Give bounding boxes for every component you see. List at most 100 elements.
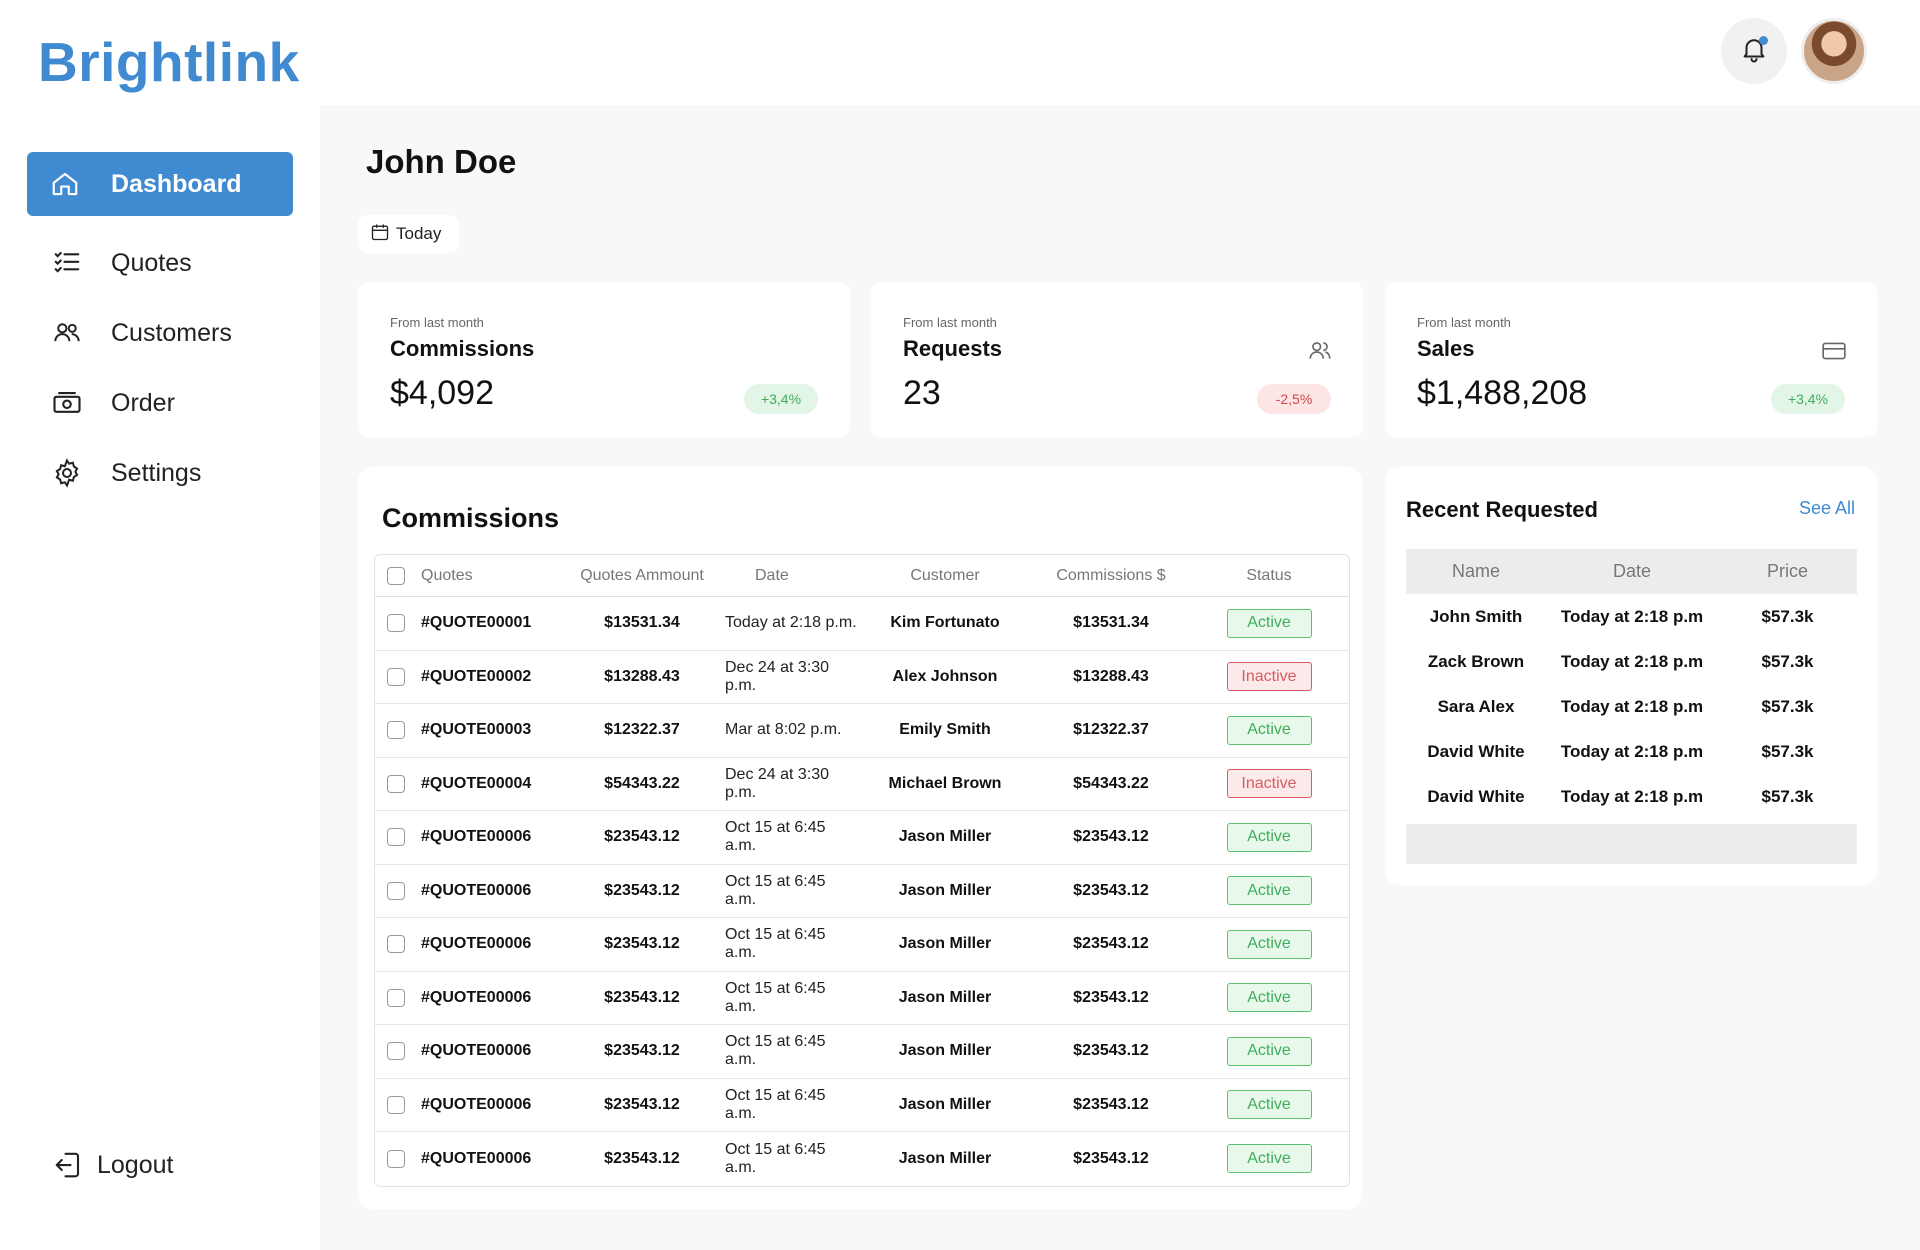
main-content: John Doe Today From last month Commissio…	[320, 105, 1920, 1250]
table-row[interactable]: #QUOTE00002 $13288.43 Dec 24 at 3:30 p.m. A…	[375, 651, 1349, 704]
quote-id[interactable]: #QUOTE00006	[421, 935, 532, 953]
stat-change-badge: +3,4%	[1771, 384, 1845, 414]
stat-card-requests: From last month Requests 23 -2,5%	[871, 282, 1363, 437]
table-row[interactable]: #QUOTE00006 $23543.12 Oct 15 at 6:45 a.m. J…	[375, 865, 1349, 918]
quote-amount: $54343.22	[604, 774, 680, 792]
row-checkbox[interactable]	[387, 1095, 405, 1114]
quote-id[interactable]: #QUOTE00006	[421, 828, 532, 846]
brand-logo[interactable]: Brightlink	[38, 31, 300, 93]
column-header[interactable]: Status	[1246, 566, 1292, 584]
list-item[interactable]: David White Today at 2:18 p.m $57.3k	[1406, 774, 1857, 819]
row-checkbox[interactable]	[387, 881, 405, 900]
select-all-checkbox[interactable]	[387, 566, 405, 585]
stat-card-commissions: From last month Commissions $4,092 +3,4%	[358, 282, 850, 437]
quote-date: Oct 15 at 6:45 a.m.	[725, 872, 826, 908]
row-checkbox[interactable]	[387, 988, 405, 1007]
table-row[interactable]: #QUOTE00006 $23543.12 Oct 15 at 6:45 a.m. J…	[375, 1079, 1349, 1132]
quote-id[interactable]: #QUOTE00004	[421, 774, 532, 792]
request-name: Sara Alex	[1437, 696, 1515, 716]
table-row[interactable]: #QUOTE00004 $54343.22 Dec 24 at 3:30 p.m. M…	[375, 758, 1349, 811]
quote-date: Dec 24 at 3:30 p.m.	[725, 658, 830, 694]
quote-amount: $23543.12	[604, 1095, 680, 1113]
notifications-button[interactable]	[1721, 18, 1787, 84]
sidebar-item-label: Settings	[111, 458, 202, 487]
request-date: Today at 2:18 p.m	[1560, 741, 1704, 761]
table-row[interactable]: #QUOTE00006 $23543.12 Oct 15 at 6:45 a.m. J…	[375, 972, 1349, 1025]
list-check-icon	[47, 248, 87, 278]
column-header[interactable]: Customer	[910, 566, 980, 584]
status-badge: Active	[1226, 876, 1312, 906]
stat-change-badge: -2,5%	[1257, 384, 1331, 414]
stat-value: 23	[903, 374, 941, 412]
row-checkbox[interactable]	[387, 667, 405, 686]
quote-date: Today at 2:18 p.m.	[725, 614, 857, 632]
customer-name: Kim Fortunato	[890, 614, 1000, 632]
date-filter-button[interactable]: Today	[358, 215, 460, 253]
sidebar-item-dashboard[interactable]: Dashboard	[27, 152, 293, 216]
list-item[interactable]: David White Today at 2:18 p.m $57.3k	[1406, 729, 1857, 774]
list-item[interactable]: John Smith Today at 2:18 p.m $57.3k	[1406, 594, 1857, 639]
status-badge: Active	[1226, 822, 1312, 852]
row-checkbox[interactable]	[387, 614, 405, 633]
commission-value: $13288.43	[1073, 667, 1149, 685]
sidebar-item-settings[interactable]: Settings	[27, 441, 293, 505]
quote-id[interactable]: #QUOTE00006	[421, 1149, 532, 1167]
request-price: $57.3k	[1761, 786, 1814, 806]
card-icon	[1821, 338, 1847, 369]
quote-id[interactable]: #QUOTE00002	[421, 667, 532, 685]
quote-id[interactable]: #QUOTE00006	[421, 881, 532, 899]
row-checkbox[interactable]	[387, 774, 405, 793]
page-title: John Doe	[366, 143, 517, 180]
list-item[interactable]: Sara Alex Today at 2:18 p.m $57.3k	[1406, 684, 1857, 729]
row-checkbox[interactable]	[387, 828, 405, 847]
customer-name: Alex Johnson	[892, 667, 998, 685]
table-row[interactable]: #QUOTE00006 $23543.12 Oct 15 at 6:45 a.m. J…	[375, 811, 1349, 865]
column-header[interactable]: Date	[755, 566, 789, 584]
sidebar-item-quotes[interactable]: Quotes	[27, 231, 293, 295]
table-row[interactable]: #QUOTE00003 $12322.37 Mar at 8:02 p.m. Emil…	[375, 704, 1349, 758]
recent-table: Name Date Price John Smith Today at 2:18 …	[1406, 549, 1857, 864]
user-avatar[interactable]	[1801, 18, 1867, 84]
column-header[interactable]: Commissions $	[1056, 566, 1166, 584]
column-header[interactable]: Quotes Ammount	[580, 566, 704, 584]
quote-id[interactable]: #QUOTE00006	[421, 988, 532, 1006]
row-checkbox[interactable]	[387, 935, 405, 954]
list-item[interactable]: Zack Brown Today at 2:18 p.m $57.3k	[1406, 639, 1857, 684]
sidebar-item-customers[interactable]: Customers	[27, 301, 293, 365]
column-header: Date	[1612, 561, 1652, 581]
request-date: Today at 2:18 p.m	[1560, 786, 1704, 806]
logout-label: Logout	[97, 1150, 174, 1179]
quote-id[interactable]: #QUOTE00003	[421, 721, 532, 739]
status-badge: Active	[1226, 929, 1312, 959]
table-row[interactable]: #QUOTE00006 $23543.12 Oct 15 at 6:45 a.m. J…	[375, 1132, 1349, 1186]
table-row[interactable]: #QUOTE00001 $13531.34 Today at 2:18 p.m. Ki…	[375, 597, 1349, 651]
commission-value: $23543.12	[1073, 1042, 1149, 1060]
table-row[interactable]: #QUOTE00006 $23543.12 Oct 15 at 6:45 a.m. J…	[375, 1025, 1349, 1079]
status-badge: Active	[1226, 715, 1312, 745]
quote-id[interactable]: #QUOTE00006	[421, 1095, 532, 1113]
column-header[interactable]: Quotes	[421, 566, 473, 584]
stat-subtitle: From last month	[903, 315, 997, 330]
quote-id[interactable]: #QUOTE00001	[421, 614, 532, 632]
row-checkbox[interactable]	[387, 1042, 405, 1061]
quote-id[interactable]: #QUOTE00006	[421, 1042, 532, 1060]
quote-amount: $12322.37	[604, 721, 680, 739]
quote-amount: $23543.12	[604, 881, 680, 899]
sidebar-item-label: Order	[111, 388, 175, 417]
customer-name: Jason Miller	[898, 828, 992, 846]
table-row[interactable]: #QUOTE00006 $23543.12 Oct 15 at 6:45 a.m. J…	[375, 918, 1349, 972]
logout-button[interactable]: Logout	[53, 1150, 173, 1180]
see-all-link[interactable]: See All	[1798, 498, 1855, 518]
quote-date: Oct 15 at 6:45 a.m.	[725, 1140, 826, 1176]
commission-value: $23543.12	[1073, 1149, 1149, 1167]
sidebar: Dashboard Quotes Customers Order Setting…	[0, 105, 320, 1250]
row-checkbox[interactable]	[387, 721, 405, 740]
commission-value: $23543.12	[1073, 1095, 1149, 1113]
commissions-card: Commissions Quotes Quotes Ammount Date C…	[358, 467, 1362, 1209]
notification-dot	[1759, 36, 1768, 45]
row-checkbox[interactable]	[387, 1149, 405, 1168]
quote-amount: $23543.12	[604, 935, 680, 953]
quote-amount: $23543.12	[604, 828, 680, 846]
sidebar-item-order[interactable]: Order	[27, 371, 293, 435]
stat-label: Requests	[903, 336, 1003, 361]
